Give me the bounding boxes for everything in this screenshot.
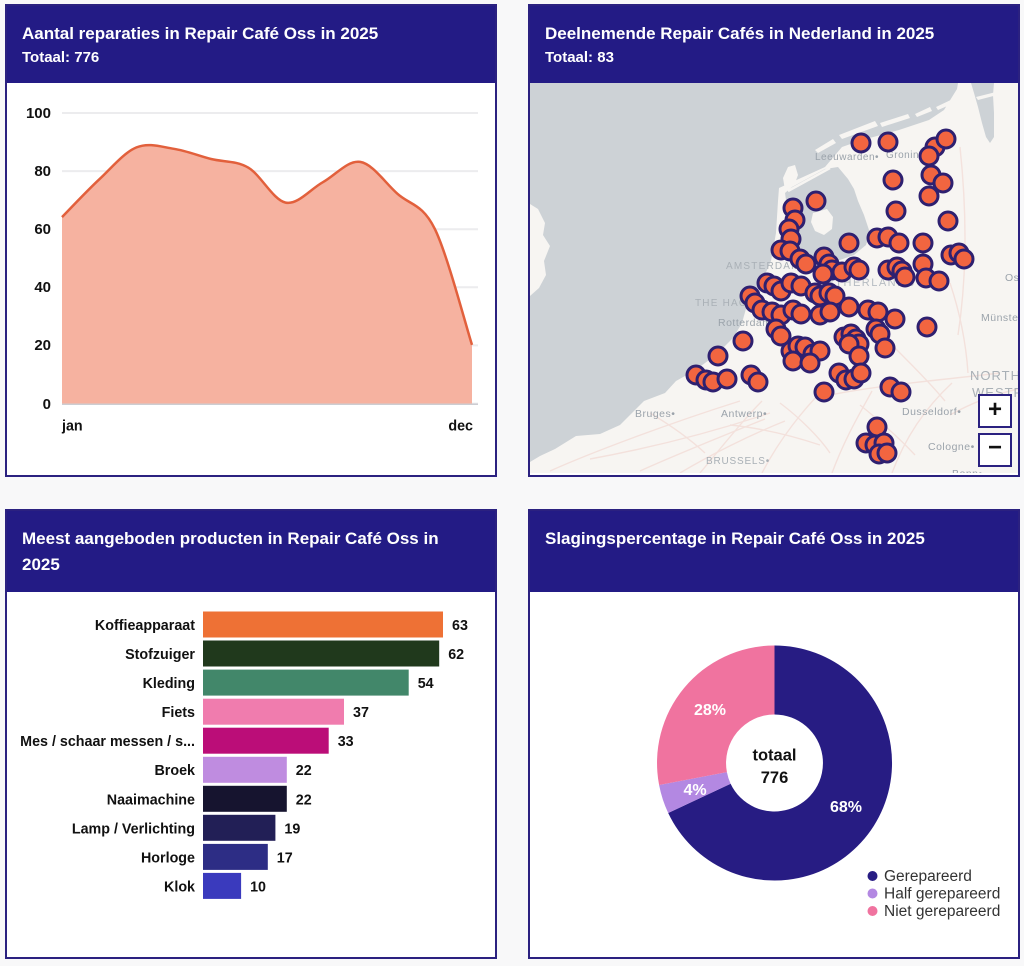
svg-text:Horloge: Horloge	[141, 850, 195, 866]
svg-text:Bonn•: Bonn•	[952, 468, 983, 473]
svg-text:Bruges•: Bruges•	[635, 408, 675, 420]
svg-text:Fiets: Fiets	[162, 705, 195, 721]
svg-text:63: 63	[452, 618, 468, 634]
svg-text:NORTH RH: NORTH RH	[970, 368, 1018, 383]
svg-text:Antwerp•: Antwerp•	[721, 408, 767, 420]
svg-text:totaal: totaal	[752, 747, 796, 765]
svg-text:Münster•: Münster•	[981, 312, 1018, 324]
svg-text:19: 19	[284, 821, 300, 837]
svg-text:Lamp / Verlichting: Lamp / Verlichting	[72, 821, 195, 837]
svg-text:10: 10	[250, 879, 266, 895]
svg-text:Naaimachine: Naaimachine	[107, 792, 195, 808]
svg-text:Broek: Broek	[154, 763, 195, 779]
svg-text:Dusseldorf•: Dusseldorf•	[902, 406, 961, 418]
svg-text:60: 60	[34, 221, 51, 238]
svg-text:BRUSSELS•: BRUSSELS•	[706, 456, 770, 467]
svg-text:Half gerepareerd: Half gerepareerd	[884, 886, 1000, 903]
svg-text:THE HAGUE: THE HAGUE	[695, 298, 764, 309]
svg-text:100: 100	[26, 105, 51, 122]
svg-text:Klok: Klok	[164, 879, 195, 895]
svg-text:22: 22	[296, 792, 312, 808]
svg-text:jan: jan	[61, 419, 83, 435]
svg-text:40: 40	[34, 279, 51, 296]
svg-text:Gerepareerd: Gerepareerd	[884, 868, 972, 885]
svg-text:33: 33	[338, 734, 354, 750]
svg-text:Leeuwarden•: Leeuwarden•	[815, 152, 879, 163]
svg-text:17: 17	[277, 850, 293, 866]
svg-text:28%: 28%	[694, 702, 726, 719]
svg-text:37: 37	[353, 705, 369, 721]
svg-text:68%: 68%	[830, 799, 862, 816]
svg-text:776: 776	[761, 769, 789, 787]
svg-text:Koffieapparaat: Koffieapparaat	[95, 618, 195, 634]
svg-text:0: 0	[43, 396, 51, 413]
svg-text:54: 54	[418, 676, 434, 692]
svg-text:Osnabrück: Osnabrück	[1005, 272, 1018, 284]
svg-text:62: 62	[448, 647, 464, 663]
svg-text:Kleding: Kleding	[143, 676, 195, 692]
svg-text:4%: 4%	[683, 782, 706, 799]
svg-text:dec: dec	[448, 419, 473, 435]
svg-text:Stofzuiger: Stofzuiger	[125, 647, 195, 663]
svg-text:Mes / schaar messen / s...: Mes / schaar messen / s...	[20, 734, 195, 750]
svg-text:80: 80	[34, 163, 51, 180]
svg-text:Cologne•: Cologne•	[928, 441, 975, 453]
svg-text:Niet gerepareerd: Niet gerepareerd	[884, 903, 1000, 920]
svg-text:AMSTERDAM: AMSTERDAM	[726, 261, 801, 272]
svg-text:20: 20	[34, 337, 51, 354]
svg-text:Groningen: Groningen	[886, 150, 937, 161]
svg-text:Rotterdam: Rotterdam	[718, 317, 772, 329]
svg-text:22: 22	[296, 763, 312, 779]
